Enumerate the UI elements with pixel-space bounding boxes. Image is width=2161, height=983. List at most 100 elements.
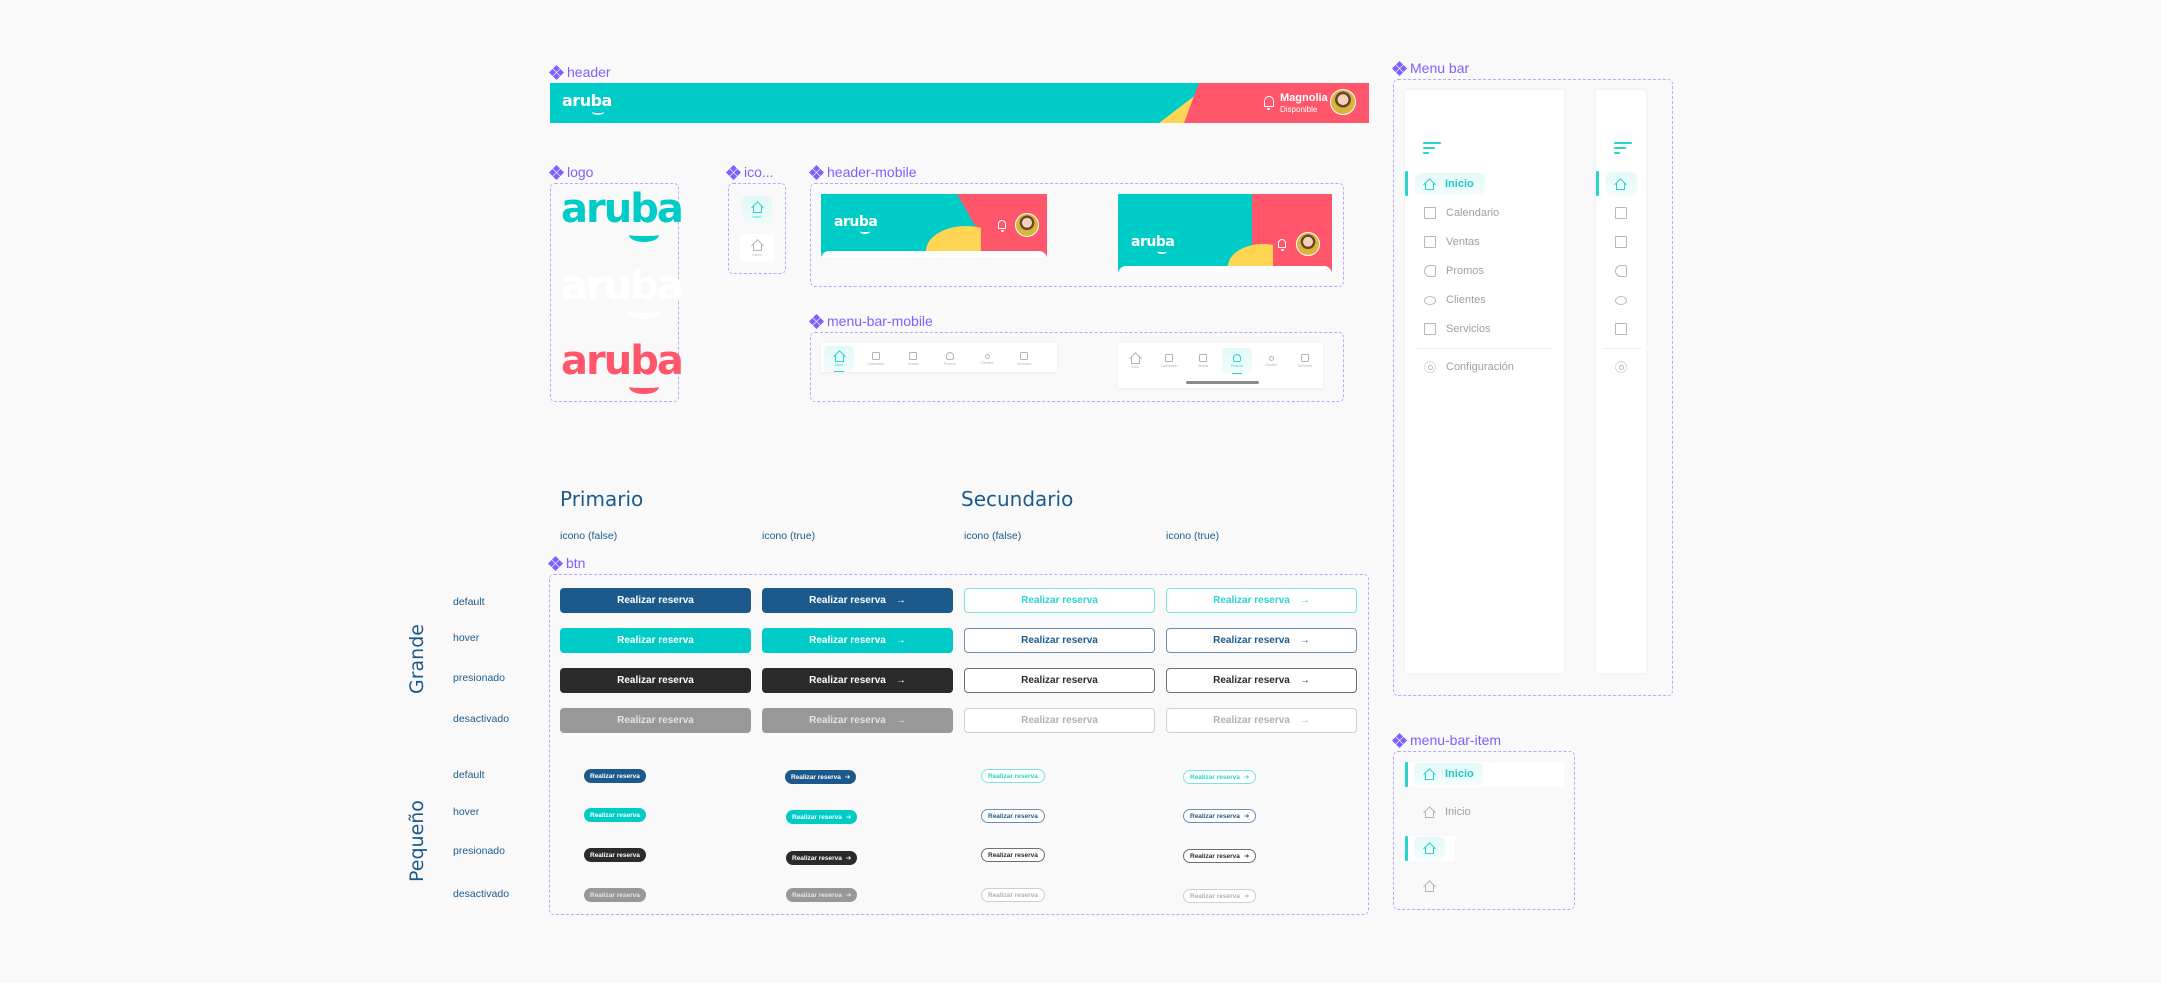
sidebar-icon-configuracion[interactable]	[1615, 355, 1627, 379]
avatar[interactable]	[1015, 213, 1039, 237]
home-icon	[1423, 178, 1436, 191]
sidebar-icon-promos[interactable]	[1615, 259, 1627, 283]
nav-icon-inactive[interactable]: Inicio	[740, 234, 774, 262]
avatar[interactable]	[1296, 232, 1320, 256]
btn-secondary-small-icon-disabled[interactable]: Realizar reserva ➔	[1183, 889, 1257, 903]
btn-primary-large-hover[interactable]: Realizar reserva	[560, 628, 751, 653]
btn-secondary-large-disabled[interactable]: Realizar reserva	[964, 708, 1155, 733]
menu-item-active-expanded[interactable]: Inicio	[1423, 762, 1474, 786]
btn-primary-large-icon-disabled[interactable]: Realizar reserva →	[762, 708, 953, 733]
sidebar-item-servicios[interactable]: Servicios	[1424, 317, 1491, 341]
mobile-tab-clientes[interactable]: Clientes	[972, 346, 1002, 372]
btn-secondary-large-icon-hover[interactable]: Realizar reserva →	[1166, 628, 1357, 653]
component-label-header: header	[548, 64, 611, 80]
home-icon	[832, 350, 846, 363]
btn-primary-small-default[interactable]: Realizar reserva	[584, 769, 646, 783]
mobile-tab-inicio[interactable]: Inicio	[824, 346, 854, 372]
btn-primary-small-disabled[interactable]: Realizar reserva	[584, 888, 646, 902]
btn-primary-small-pressed[interactable]: Realizar reserva	[584, 848, 646, 862]
size-label-small: Pequeño	[406, 800, 428, 882]
icon-frame	[728, 183, 786, 274]
mobile-tab-ventas[interactable]: Ventas	[898, 346, 928, 372]
btn-secondary-small-disabled[interactable]: Realizar reserva	[981, 888, 1045, 902]
btn-primary-small-icon-default[interactable]: Realizar reserva ➔	[785, 770, 857, 784]
btn-primary-large-pressed[interactable]: Realizar reserva	[560, 668, 751, 693]
sidebar-icon-clientes[interactable]	[1615, 288, 1627, 312]
btn-secondary-large-icon-default[interactable]: Realizar reserva →	[1166, 588, 1357, 613]
mobile-tab-promos[interactable]: Promos	[935, 346, 965, 372]
mobile-tab-clientes[interactable]: Clientes	[1256, 348, 1286, 374]
mobile-tab-servicios[interactable]: Servicios	[1009, 346, 1039, 372]
arrow-right-icon: ➔	[845, 814, 852, 821]
btn-primary-small-icon-pressed[interactable]: Realizar reserva ➔	[786, 851, 858, 865]
sidebar-item-ventas[interactable]: Ventas	[1424, 230, 1480, 254]
bell-icon[interactable]	[998, 220, 1006, 232]
clipboard-icon	[1301, 354, 1309, 362]
nav-icon-active[interactable]: Inicio	[742, 196, 772, 224]
sidebar-item-promos[interactable]: Promos	[1424, 259, 1484, 283]
receipt-icon	[1424, 236, 1436, 248]
btn-primary-large-icon-hover[interactable]: Realizar reserva →	[762, 628, 953, 653]
component-label-btn: btn	[547, 555, 585, 571]
active-pill	[1606, 172, 1637, 196]
btn-primary-large-default[interactable]: Realizar reserva	[560, 588, 751, 613]
logo-coral: aruba	[561, 338, 684, 394]
avatar[interactable]	[1330, 89, 1356, 115]
btn-secondary-large-icon-pressed[interactable]: Realizar reserva →	[1166, 668, 1357, 693]
btn-secondary-small-pressed[interactable]: Realizar reserva	[981, 848, 1045, 862]
mobile-tab-calendario[interactable]: Calendario	[861, 346, 891, 372]
menu-item-active-collapsed[interactable]	[1423, 836, 1436, 860]
btn-primary-small-hover[interactable]: Realizar reserva	[584, 808, 646, 822]
logo-white: aruba	[561, 263, 684, 319]
btn-primary-large-icon-pressed[interactable]: Realizar reserva →	[762, 668, 953, 693]
sidebar-item-configuracion[interactable]: Configuración	[1424, 355, 1514, 379]
sidebar-item-clientes[interactable]: Clientes	[1424, 288, 1486, 312]
btn-primary-small-icon-hover[interactable]: Realizar reserva ➔	[786, 810, 858, 824]
bell-icon[interactable]	[1264, 96, 1274, 110]
arrow-right-icon: →	[1299, 715, 1310, 726]
menu-toggle-icon[interactable]	[1614, 142, 1632, 154]
sidebar-icon-servicios[interactable]	[1615, 317, 1627, 341]
btn-secondary-small-icon-default[interactable]: Realizar reserva ➔	[1183, 770, 1257, 784]
bell-icon[interactable]	[1278, 239, 1286, 251]
btn-primary-small-icon-disabled[interactable]: Realizar reserva ➔	[786, 888, 858, 902]
menu-item-inactive-collapsed[interactable]	[1423, 874, 1436, 898]
home-icon	[1128, 352, 1142, 365]
aruba-logo[interactable]: aruba	[562, 91, 612, 115]
sidebar-icon-ventas[interactable]	[1615, 230, 1627, 254]
btn-secondary-small-default[interactable]: Realizar reserva	[981, 769, 1045, 783]
component-icon	[808, 313, 825, 329]
btn-secondary-large-default[interactable]: Realizar reserva	[964, 588, 1155, 613]
sidebar-item-calendario[interactable]: Calendario	[1424, 201, 1499, 225]
btn-secondary-small-icon-hover[interactable]: Realizar reserva ➔	[1183, 809, 1257, 823]
btn-secondary-large-hover[interactable]: Realizar reserva	[964, 628, 1155, 653]
aruba-logo[interactable]: aruba	[1131, 234, 1175, 254]
btn-secondary-small-hover[interactable]: Realizar reserva	[981, 809, 1045, 823]
menu-item-inactive-expanded[interactable]: Inicio	[1423, 800, 1471, 824]
aruba-logo[interactable]: aruba	[834, 214, 878, 234]
sidebar-icon-calendario[interactable]	[1615, 201, 1627, 225]
btn-primary-large-disabled[interactable]: Realizar reserva	[560, 708, 751, 733]
mobile-tab-calendario[interactable]: Calendario	[1154, 348, 1184, 374]
btn-secondary-large-icon-disabled[interactable]: Realizar reserva →	[1166, 708, 1357, 733]
arrow-right-icon: ➔	[1243, 893, 1250, 900]
state-label-default: default	[453, 596, 485, 608]
component-label-menu-bar: Menu bar	[1391, 60, 1469, 76]
btn-secondary-small-icon-pressed[interactable]: Realizar reserva ➔	[1183, 849, 1257, 863]
mobile-tab-servicios[interactable]: Servicios	[1290, 348, 1320, 374]
menu-toggle-icon[interactable]	[1423, 142, 1441, 154]
sidebar-icon-inicio[interactable]	[1614, 172, 1627, 196]
btn-secondary-large-pressed[interactable]: Realizar reserva	[964, 668, 1155, 693]
calendar-icon	[1615, 207, 1627, 219]
mobile-tab-ventas[interactable]: Ventas	[1188, 348, 1218, 374]
megaphone-icon	[946, 352, 954, 360]
col-label-primary-icon-false: icono (false)	[560, 530, 618, 542]
active-indicator	[1405, 171, 1408, 196]
user-icon	[1424, 295, 1436, 305]
mobile-tab-promos[interactable]: Promos	[1222, 348, 1252, 374]
sidebar-item-inicio[interactable]: Inicio	[1423, 172, 1474, 196]
home-icon	[750, 200, 764, 214]
mobile-tab-inicio[interactable]: Inicio	[1120, 348, 1150, 374]
btn-primary-large-icon-default[interactable]: Realizar reserva →	[762, 588, 953, 613]
header-mobile-variant-1: aruba	[821, 194, 1047, 257]
